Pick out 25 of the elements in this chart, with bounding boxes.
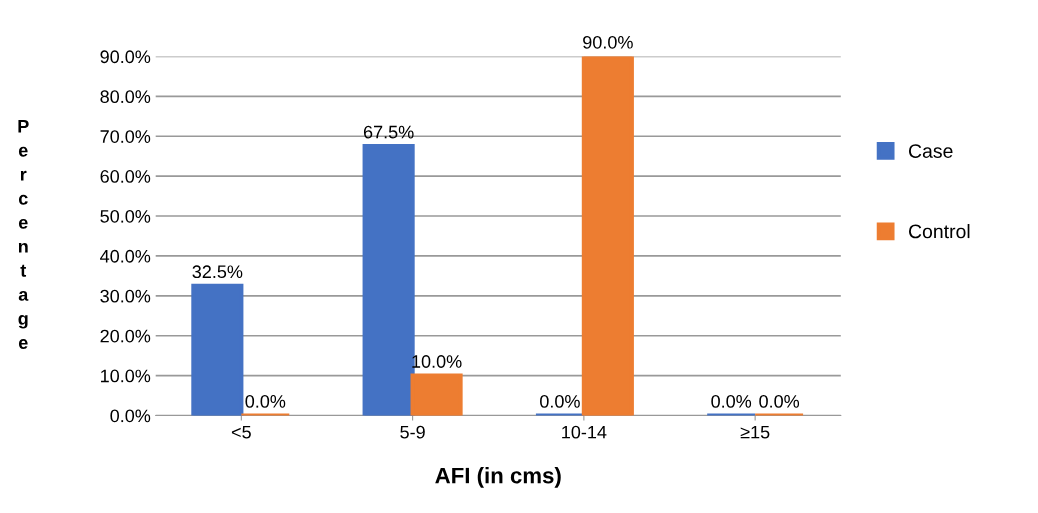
x-tick-label: 10-14 bbox=[562, 425, 607, 439]
x-tick-label: 5-9 bbox=[400, 425, 425, 439]
y-tick-label: 60.0% bbox=[100, 170, 151, 183]
data-label: 90.0% bbox=[583, 35, 633, 49]
x-tick-label: <5 bbox=[231, 425, 251, 439]
x-axis-title: AFI (in cms) bbox=[435, 467, 561, 488]
data-label: 0.0% bbox=[711, 395, 752, 408]
y-tick-label: 10.0% bbox=[101, 369, 151, 383]
y-tick-label: 70.0% bbox=[100, 130, 151, 143]
y-tick-label: 40.0% bbox=[100, 249, 151, 263]
data-label: 0.0% bbox=[759, 395, 800, 408]
text: Percentage bbox=[18, 120, 29, 349]
legend-label: Case bbox=[908, 144, 953, 158]
y-tick-label: 90.0% bbox=[100, 50, 151, 64]
y-tick-label: 30.0% bbox=[100, 289, 151, 303]
y-tick-label: 50.0% bbox=[100, 209, 151, 223]
y-tick-label: 0.0% bbox=[110, 409, 151, 423]
data-label: 0.0% bbox=[540, 395, 580, 408]
data-label: 32.5% bbox=[192, 265, 243, 279]
y-tick-label: 20.0% bbox=[100, 329, 151, 343]
y-tick-label: 80.0% bbox=[100, 90, 151, 104]
data-label: 67.5% bbox=[363, 125, 414, 139]
data-label: 0.0% bbox=[245, 395, 286, 408]
legend-label: Control bbox=[908, 224, 970, 239]
x-tick-label: ≥15 bbox=[740, 425, 770, 439]
